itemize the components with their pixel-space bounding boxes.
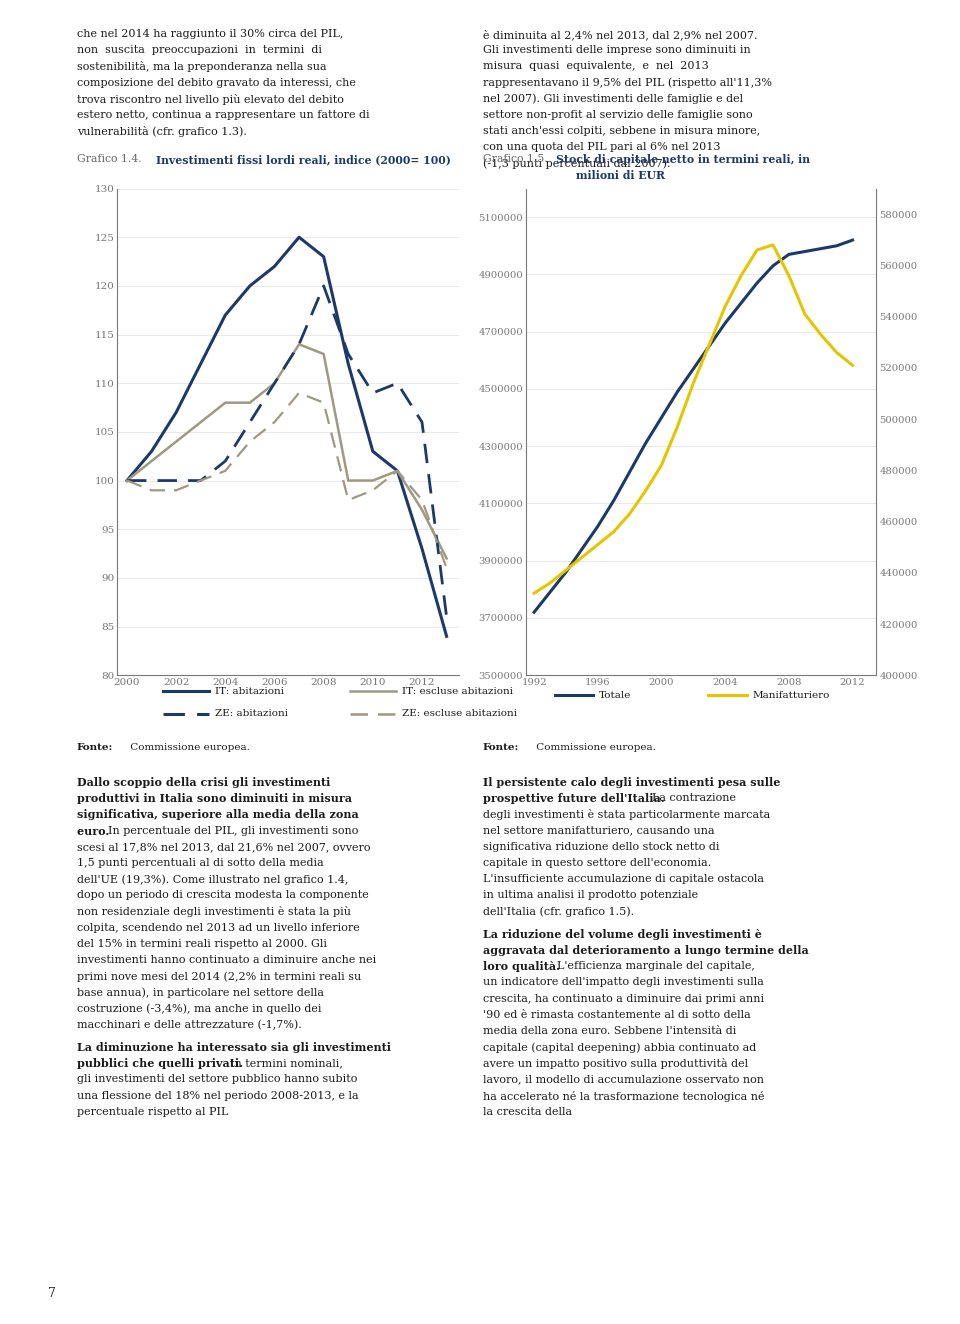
Text: prospettive future dell'Italia.: prospettive future dell'Italia. (483, 793, 668, 805)
Text: Commissione europea.: Commissione europea. (533, 743, 656, 752)
Text: La contrazione: La contrazione (652, 793, 736, 804)
Text: dell'UE (19,3%). Come illustrato nel grafico 1.4,: dell'UE (19,3%). Come illustrato nel gra… (77, 874, 348, 884)
Text: euro.: euro. (77, 826, 113, 837)
Text: colpita, scendendo nel 2013 ad un livello inferiore: colpita, scendendo nel 2013 ad un livell… (77, 923, 360, 932)
Text: stati anch'essi colpiti, sebbene in misura minore,: stati anch'essi colpiti, sebbene in misu… (483, 126, 760, 136)
Text: Commissione europea.: Commissione europea. (127, 743, 250, 752)
Text: trova riscontro nel livello più elevato del debito: trova riscontro nel livello più elevato … (77, 94, 344, 105)
Text: in ultima analisi il prodotto potenziale: in ultima analisi il prodotto potenziale (483, 890, 698, 900)
Text: una flessione del 18% nel periodo 2008-2013, e la: una flessione del 18% nel periodo 2008-2… (77, 1091, 358, 1100)
Text: 1,5 punti percentuali al di sotto della media: 1,5 punti percentuali al di sotto della … (77, 858, 324, 869)
Text: che nel 2014 ha raggiunto il 30% circa del PIL,: che nel 2014 ha raggiunto il 30% circa d… (77, 29, 343, 40)
Text: 7: 7 (48, 1287, 56, 1300)
Text: nel 2007). Gli investimenti delle famiglie e del: nel 2007). Gli investimenti delle famigl… (483, 94, 743, 105)
Text: ha accelerato né la trasformazione tecnologica né: ha accelerato né la trasformazione tecno… (483, 1091, 764, 1102)
Text: Manifatturiero: Manifatturiero (753, 691, 830, 699)
Text: L'efficienza marginale del capitale,: L'efficienza marginale del capitale, (557, 961, 755, 972)
Text: La diminuzione ha interessato sia gli investimenti: La diminuzione ha interessato sia gli in… (77, 1042, 391, 1053)
Text: '90 ed è rimasta costantemente al di sotto della: '90 ed è rimasta costantemente al di sot… (483, 1010, 751, 1019)
Text: è diminuita al 2,4% nel 2013, dal 2,9% nel 2007.: è diminuita al 2,4% nel 2013, dal 2,9% n… (483, 29, 757, 40)
Text: estero netto, continua a rappresentare un fattore di: estero netto, continua a rappresentare u… (77, 110, 370, 120)
Text: Dallo scoppio della crisi gli investimenti: Dallo scoppio della crisi gli investimen… (77, 777, 330, 788)
Text: La riduzione del volume degli investimenti è: La riduzione del volume degli investimen… (483, 929, 761, 940)
Text: pubblici che quelli privati.: pubblici che quelli privati. (77, 1058, 247, 1070)
Text: non  suscita  preoccupazioni  in  termini  di: non suscita preoccupazioni in termini di (77, 45, 322, 56)
Text: Grafico 1.4.: Grafico 1.4. (77, 154, 141, 164)
Text: IT: abitazioni: IT: abitazioni (215, 687, 284, 695)
Text: percentuale rispetto al PIL: percentuale rispetto al PIL (77, 1107, 228, 1116)
Text: gli investimenti del settore pubblico hanno subito: gli investimenti del settore pubblico ha… (77, 1074, 357, 1084)
Text: Totale: Totale (599, 691, 632, 699)
Text: misura  quasi  equivalente,  e  nel  2013: misura quasi equivalente, e nel 2013 (483, 61, 708, 71)
Text: In percentuale del PIL, gli investimenti sono: In percentuale del PIL, gli investimenti… (108, 826, 359, 835)
Text: macchinari e delle attrezzature (-1,7%).: macchinari e delle attrezzature (-1,7%). (77, 1019, 301, 1030)
Text: Gli investimenti delle imprese sono diminuiti in: Gli investimenti delle imprese sono dimi… (483, 45, 751, 56)
Text: degli investimenti è stata particolarmente marcata: degli investimenti è stata particolarmen… (483, 809, 770, 821)
Text: non residenziale degli investimenti è stata la più: non residenziale degli investimenti è st… (77, 907, 350, 918)
Text: dell'Italia (cfr. grafico 1.5).: dell'Italia (cfr. grafico 1.5). (483, 907, 634, 918)
Text: del 15% in termini reali rispetto al 2000. Gli: del 15% in termini reali rispetto al 200… (77, 939, 326, 949)
Text: costruzione (-3,4%), ma anche in quello dei: costruzione (-3,4%), ma anche in quello … (77, 1004, 322, 1014)
Text: ZE: escluse abitazioni: ZE: escluse abitazioni (402, 710, 517, 718)
Text: settore non-profit al servizio delle famiglie sono: settore non-profit al servizio delle fam… (483, 110, 753, 120)
Text: dopo un periodo di crescita modesta la componente: dopo un periodo di crescita modesta la c… (77, 890, 369, 900)
Text: crescita, ha continuato a diminuire dai primi anni: crescita, ha continuato a diminuire dai … (483, 993, 764, 1004)
Text: (-1,3 punti percentuali dal 2007).: (-1,3 punti percentuali dal 2007). (483, 159, 670, 169)
Text: sostenibilità, ma la preponderanza nella sua: sostenibilità, ma la preponderanza nella… (77, 61, 326, 73)
Text: con una quota del PIL pari al 6% nel 2013: con una quota del PIL pari al 6% nel 201… (483, 142, 720, 152)
Text: investimenti hanno continuato a diminuire anche nei: investimenti hanno continuato a diminuir… (77, 955, 376, 965)
Text: loro qualità.: loro qualità. (483, 961, 564, 972)
Text: Stock di capitale netto in termini reali, in: Stock di capitale netto in termini reali… (556, 154, 810, 166)
Text: scesi al 17,8% nel 2013, dal 21,6% nel 2007, ovvero: scesi al 17,8% nel 2013, dal 21,6% nel 2… (77, 842, 371, 851)
Text: Fonte:: Fonte: (483, 743, 519, 752)
Text: Fonte:: Fonte: (77, 743, 113, 752)
Text: Grafico 1.5.: Grafico 1.5. (483, 154, 547, 164)
Text: aggravata dal deterioramento a lungo termine della: aggravata dal deterioramento a lungo ter… (483, 945, 808, 956)
Text: milioni di EUR: milioni di EUR (576, 171, 665, 181)
Text: significativa riduzione dello stock netto di: significativa riduzione dello stock nett… (483, 842, 719, 851)
Text: vulnerabilità (cfr. grafico 1.3).: vulnerabilità (cfr. grafico 1.3). (77, 126, 247, 138)
Text: capitale in questo settore dell'economia.: capitale in questo settore dell'economia… (483, 858, 711, 869)
Text: Investimenti fissi lordi reali, indice (2000= 100): Investimenti fissi lordi reali, indice (… (156, 154, 450, 166)
Text: L'insufficiente accumulazione di capitale ostacola: L'insufficiente accumulazione di capital… (483, 874, 764, 884)
Text: capitale (capital deepening) abbia continuato ad: capitale (capital deepening) abbia conti… (483, 1042, 756, 1053)
Text: In termini nominali,: In termini nominali, (230, 1058, 343, 1068)
Text: un indicatore dell'impatto degli investimenti sulla: un indicatore dell'impatto degli investi… (483, 977, 764, 988)
Text: lavoro, il modello di accumulazione osservato non: lavoro, il modello di accumulazione osse… (483, 1074, 764, 1084)
Text: IT: escluse abitazioni: IT: escluse abitazioni (402, 687, 514, 695)
Text: composizione del debito gravato da interessi, che: composizione del debito gravato da inter… (77, 78, 355, 87)
Text: primi nove mesi del 2014 (2,2% in termini reali su: primi nove mesi del 2014 (2,2% in termin… (77, 970, 361, 981)
Text: produttivi in Italia sono diminuiti in misura: produttivi in Italia sono diminuiti in m… (77, 793, 351, 805)
Text: significativa, superiore alla media della zona: significativa, superiore alla media dell… (77, 809, 358, 821)
Text: ZE: abitazioni: ZE: abitazioni (215, 710, 288, 718)
Text: base annua), in particolare nel settore della: base annua), in particolare nel settore … (77, 988, 324, 998)
Text: nel settore manifatturiero, causando una: nel settore manifatturiero, causando una (483, 826, 714, 835)
Text: avere un impatto positivo sulla produttività del: avere un impatto positivo sulla produtti… (483, 1058, 748, 1070)
Text: Il persistente calo degli investimenti pesa sulle: Il persistente calo degli investimenti p… (483, 777, 780, 788)
Text: la crescita della: la crescita della (483, 1107, 572, 1116)
Text: media della zona euro. Sebbene l'intensità di: media della zona euro. Sebbene l'intensi… (483, 1026, 736, 1035)
Text: rappresentavano il 9,5% del PIL (rispetto all'11,3%: rappresentavano il 9,5% del PIL (rispett… (483, 78, 772, 89)
